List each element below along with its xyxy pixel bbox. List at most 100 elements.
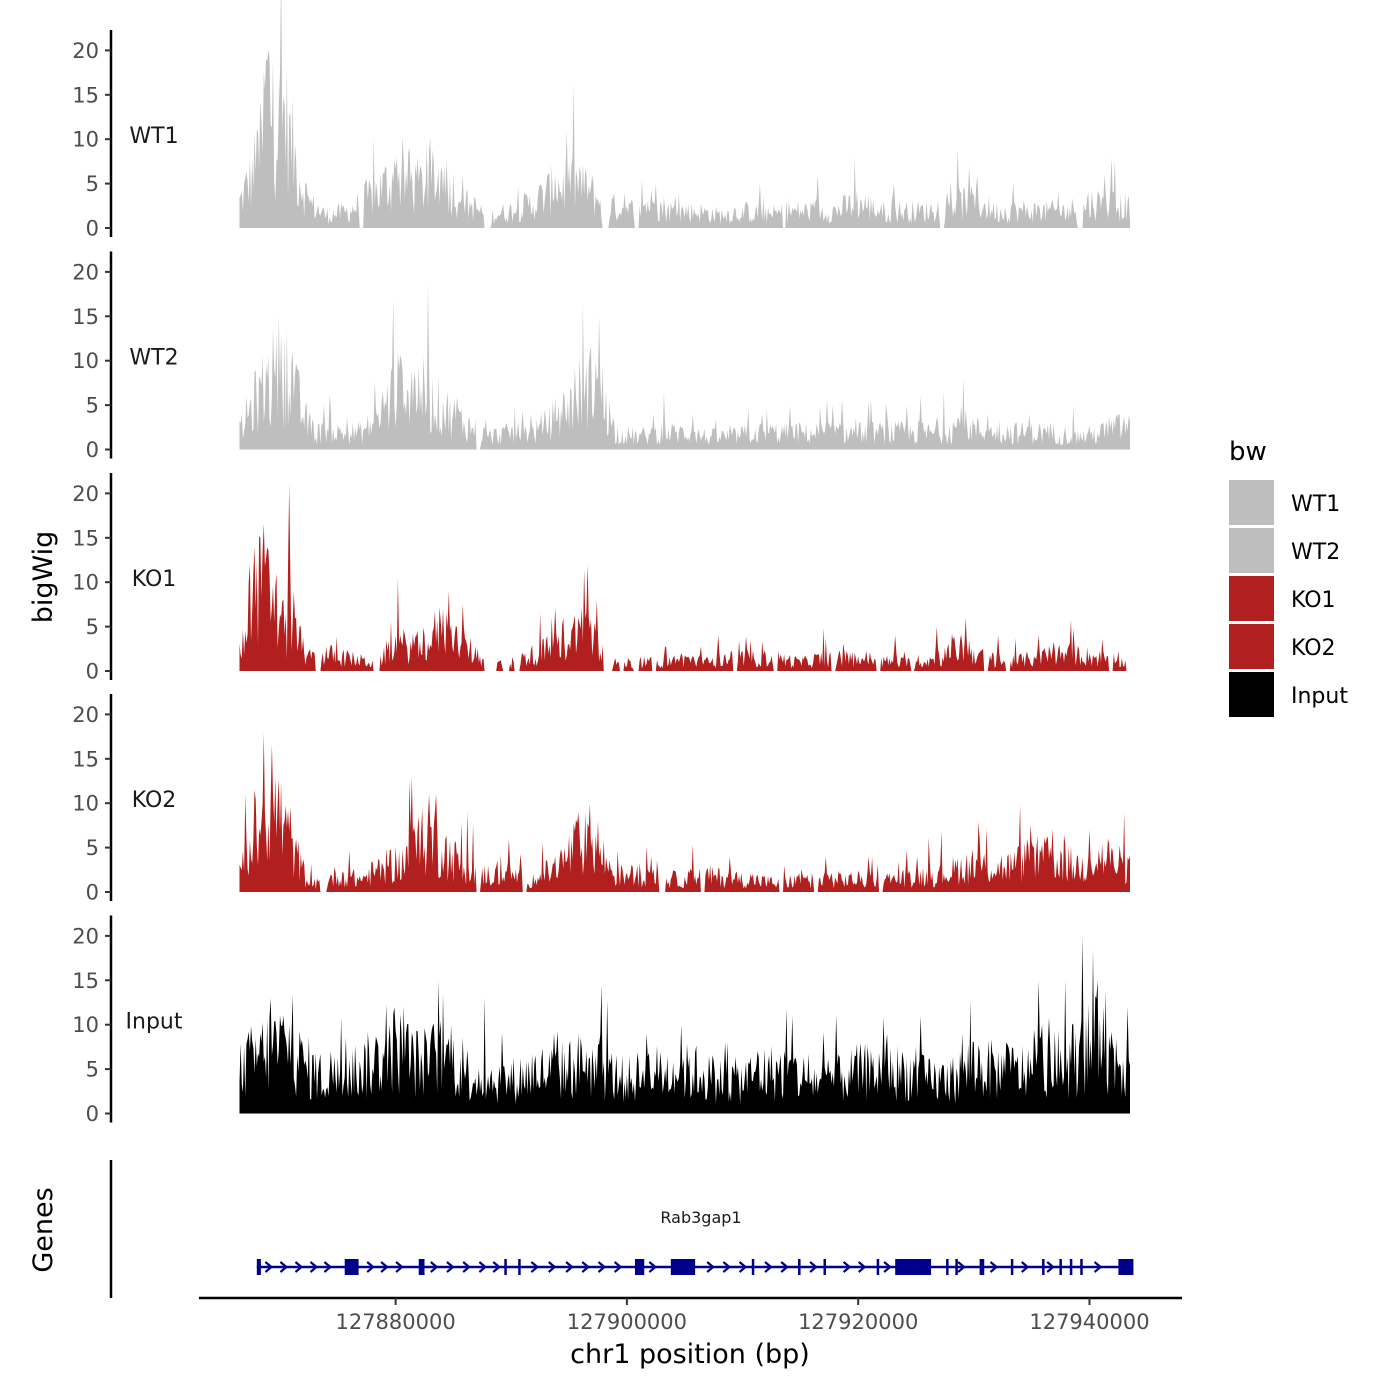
exon: [1069, 1259, 1073, 1275]
strand-arrow: [597, 1261, 607, 1273]
strand-arrow: [883, 1261, 892, 1273]
legend-entry-ko2: KO2: [1229, 624, 1336, 669]
signal-tracks: 0 5 10 15 20 WT1 0 5 10 15 20 WT2 0 5 10 15 20 KO1 0 5 10 15 2…: [72, 0, 1130, 1126]
exon: [1010, 1259, 1014, 1275]
exon: [504, 1259, 507, 1275]
y-tick-label: 0: [86, 217, 99, 241]
legend-title: bw: [1229, 437, 1267, 467]
strand-arrow: [492, 1261, 501, 1273]
legend-swatch: [1229, 480, 1274, 525]
y-tick-label: 10: [72, 792, 99, 816]
x-axis-ticks: 127880000 127900000 127920000 127940000: [335, 1298, 1150, 1334]
strand-arrow: [857, 1261, 867, 1273]
exon: [823, 1259, 826, 1275]
legend-label: KO2: [1291, 636, 1336, 661]
y-tick-label: 10: [72, 128, 99, 152]
y-tick-label: 5: [86, 172, 99, 196]
gene-track-title: Genes: [28, 1187, 59, 1272]
x-tick-label: 127920000: [798, 1310, 918, 1334]
legend-swatch: [1229, 576, 1274, 621]
strand-arrow: [738, 1261, 748, 1273]
legend: bw WT1 WT2 KO1 KO2 Input: [1229, 437, 1348, 717]
y-tick-label: 20: [72, 703, 99, 727]
legend-swatch: [1229, 528, 1274, 573]
strand-arrow: [366, 1261, 375, 1273]
exon: [1080, 1259, 1083, 1275]
exon: [518, 1259, 521, 1275]
track-label: WT1: [129, 124, 178, 149]
y-tick-label: 10: [72, 349, 99, 373]
legend-label: Input: [1291, 684, 1348, 709]
strand-arrow: [294, 1261, 304, 1273]
track-label: Input: [126, 1010, 183, 1035]
track-label: KO1: [132, 567, 177, 592]
track-ko1: 0 5 10 15 20 KO1: [72, 473, 1130, 684]
gene-model: [256, 1259, 1134, 1275]
y-tick-label: 20: [72, 924, 99, 948]
x-tick-label: 127900000: [567, 1310, 687, 1334]
legend-swatch: [1229, 624, 1274, 669]
y-tick-label: 20: [72, 482, 99, 506]
x-tick-label: 127940000: [1029, 1310, 1149, 1334]
x-axis: 127880000 127900000 127920000 127940000 chr…: [199, 1296, 1182, 1370]
legend-entry-wt1: WT1: [1229, 480, 1340, 525]
legend-label: WT2: [1291, 540, 1340, 565]
y-tick-label: 0: [86, 438, 99, 462]
y-tick-label: 5: [86, 1058, 99, 1082]
strand-arrow: [1093, 1261, 1103, 1273]
track-label: KO2: [132, 788, 177, 813]
strand-arrow: [842, 1261, 852, 1273]
exon: [1118, 1259, 1134, 1275]
legend-entry-ko1: KO1: [1229, 576, 1336, 621]
x-tick-label: 127880000: [335, 1310, 455, 1334]
y-tick-label: 15: [72, 83, 99, 107]
exon: [418, 1259, 425, 1275]
exon: [256, 1259, 261, 1275]
y-tick-label: 0: [86, 660, 99, 684]
strand-arrow: [446, 1261, 455, 1273]
legend-label: WT1: [1291, 492, 1340, 517]
track-wt1: 0 5 10 15 20 WT1: [72, 0, 1130, 241]
legend-entry-wt2: WT2: [1229, 528, 1340, 573]
track-input: 0 5 10 15 20 Input: [72, 915, 1130, 1126]
strand-arrow: [809, 1261, 818, 1273]
strand-arrow: [279, 1261, 289, 1273]
strand-arrow: [1021, 1261, 1030, 1273]
signal-area-wt2: [239, 283, 1130, 450]
y-tick-label: 0: [86, 1102, 99, 1126]
strand-arrow: [430, 1261, 439, 1273]
signal-area-ko1: [239, 484, 1130, 671]
strand-arrow: [722, 1261, 732, 1273]
exon: [895, 1259, 917, 1275]
exon: [946, 1259, 949, 1275]
y-tick-label: 15: [72, 526, 99, 550]
strand-arrow: [380, 1261, 389, 1273]
y-tick-label: 5: [86, 836, 99, 860]
legend-entries: WT1 WT2 KO1 KO2 Input: [1229, 480, 1348, 717]
strand-arrow: [989, 1261, 999, 1273]
strand-arrow: [548, 1261, 557, 1273]
strand-arrow: [780, 1261, 789, 1273]
x-axis-title: chr1 position (bp): [570, 1339, 810, 1370]
track-label: WT2: [129, 346, 178, 371]
track-ko2: 0 5 10 15 20 KO2: [72, 694, 1130, 905]
y-tick-label: 20: [72, 260, 99, 284]
legend-entry-input: Input: [1229, 672, 1348, 717]
strand-arrow: [395, 1261, 404, 1273]
legend-swatch: [1229, 672, 1274, 717]
y-tick-label: 15: [72, 969, 99, 993]
strand-arrow: [323, 1261, 333, 1273]
y-tick-label: 5: [86, 394, 99, 418]
strand-arrow: [462, 1261, 471, 1273]
y-tick-label: 0: [86, 881, 99, 905]
gene-name-label: Rab3gap1: [660, 1208, 741, 1227]
track-wt2: 0 5 10 15 20 WT2: [72, 251, 1130, 462]
exon: [634, 1259, 645, 1275]
signal-area-wt1: [239, 0, 1130, 228]
strand-arrow: [478, 1261, 488, 1273]
strand-arrow: [530, 1261, 540, 1273]
legend-label: KO1: [1291, 588, 1336, 613]
exon: [876, 1259, 880, 1275]
exon: [955, 1259, 958, 1275]
